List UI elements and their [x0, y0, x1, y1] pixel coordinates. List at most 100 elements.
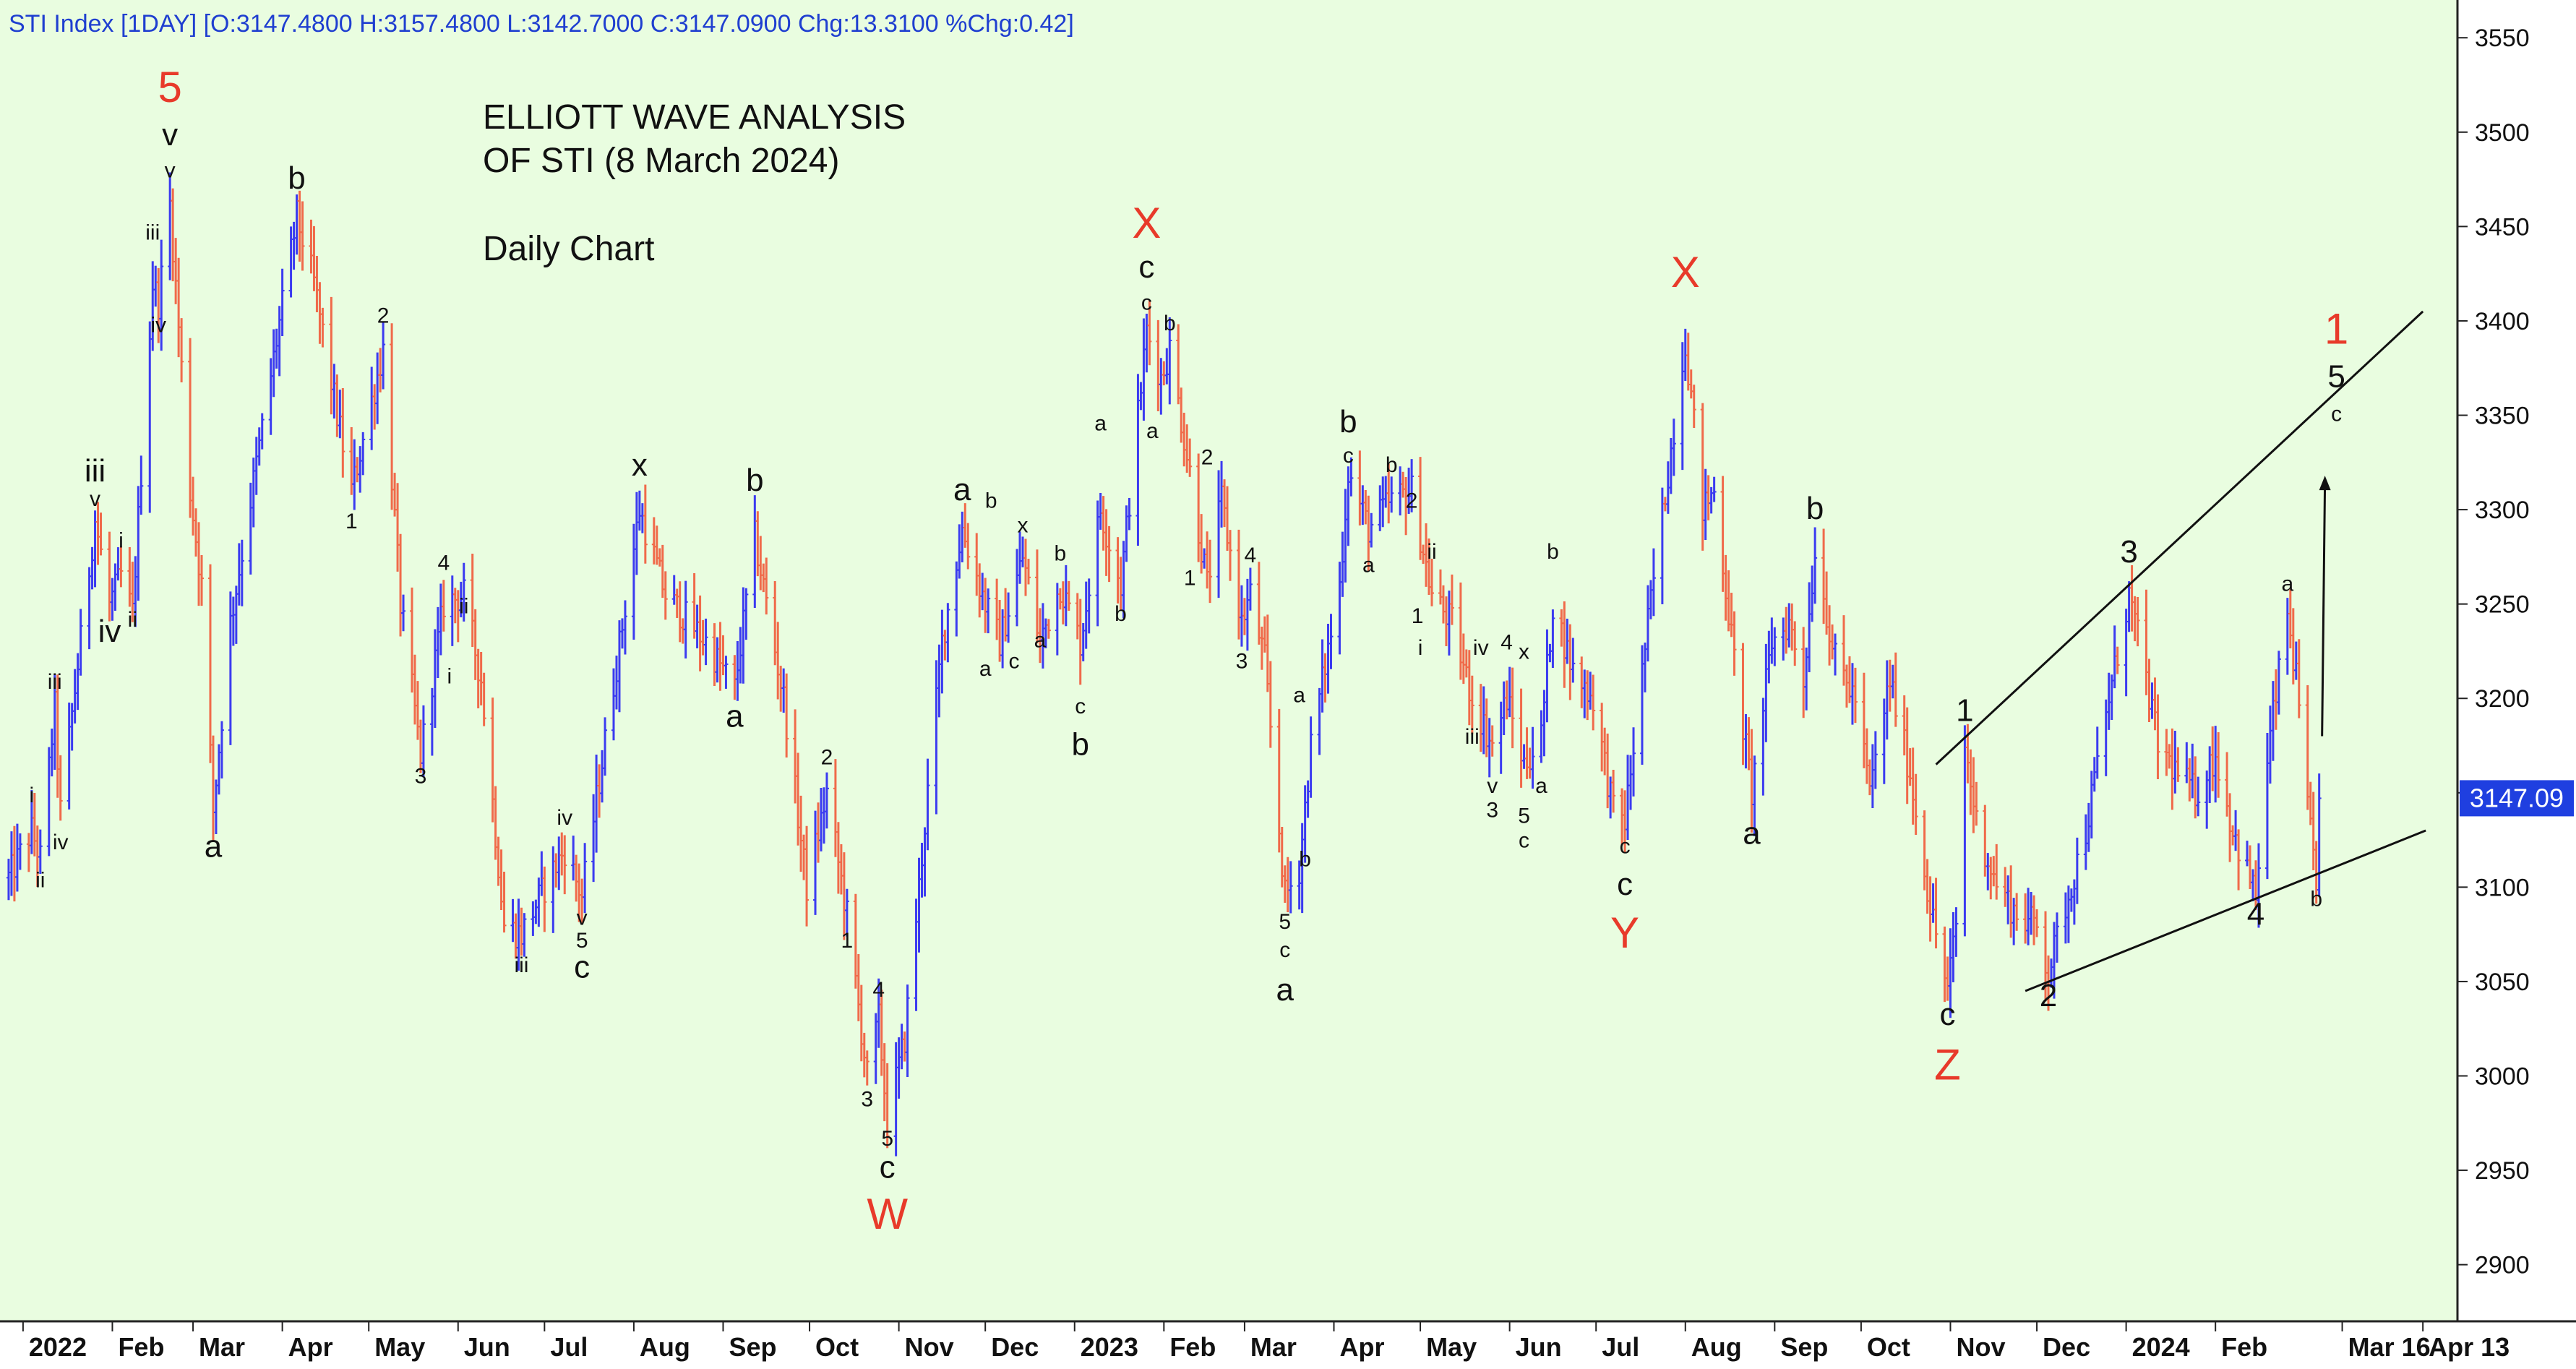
x-tick-label: Feb	[118, 1332, 164, 1362]
ohlc-bar	[844, 888, 849, 937]
ohlc-bar	[824, 772, 829, 829]
wave-label: c	[1138, 249, 1154, 285]
wave-label: 4	[1500, 630, 1513, 654]
ohlc-bar	[1550, 609, 1555, 668]
wave-label: v	[1487, 774, 1498, 798]
triangle-lower-line	[2025, 829, 2426, 992]
ohlc-bar	[744, 588, 749, 640]
wave-label: a	[1034, 629, 1047, 653]
wave-label: a	[1743, 815, 1761, 851]
annotation-title-line2: OF STI (8 March 2024)	[483, 142, 839, 180]
ohlc-bar	[945, 603, 950, 663]
wave-label: c	[1939, 997, 1955, 1032]
x-tick-label: May	[1426, 1332, 1477, 1362]
ohlc-bar	[1893, 652, 1898, 727]
y-tick-label: 3350	[2475, 403, 2530, 430]
ohlc-bar	[724, 656, 729, 689]
wave-label: iv	[557, 806, 572, 830]
wave-label: c	[1343, 444, 1354, 468]
wave-label: 2	[1406, 489, 1418, 512]
ohlc-bar	[622, 600, 627, 655]
trendlines	[1935, 310, 2426, 992]
y-tick-label: 3400	[2475, 308, 2530, 335]
x-tick-label: Jun	[1516, 1332, 1562, 1362]
wave-label: b	[1054, 542, 1066, 566]
wave-label: iii	[48, 670, 62, 694]
ohlc-bar	[2135, 596, 2140, 647]
y-tick-label: 2900	[2475, 1252, 2530, 1279]
wave-label: 3	[415, 765, 427, 789]
ohlc-bar	[2014, 893, 2019, 931]
wave-label: iii	[514, 953, 528, 977]
ohlc-bar	[1833, 633, 1838, 676]
x-tick-label: May	[374, 1332, 425, 1362]
ohlc-bar	[522, 913, 527, 957]
ohlc-bar	[340, 387, 345, 478]
y-tick-label: 3500	[2475, 119, 2530, 147]
ohlc-bar	[1631, 727, 1636, 797]
wave-label: 1	[841, 929, 854, 953]
x-tick-label: Feb	[1169, 1332, 1216, 1362]
wave-label: a	[1146, 419, 1159, 443]
x-tick-label: Feb	[2221, 1332, 2267, 1362]
x-tick-label: Nov	[905, 1332, 954, 1362]
ohlc-bar	[1268, 661, 1273, 748]
projection-arrow	[2319, 476, 2331, 737]
wave-label: iv	[53, 831, 69, 854]
y-tick-label: 3050	[2475, 969, 2530, 996]
wave-label: a	[1535, 774, 1547, 798]
wave-label: b	[985, 489, 997, 512]
ohlc-bar	[905, 984, 910, 1078]
wave-label: 1	[2324, 304, 2348, 353]
wave-label: x	[1519, 640, 1529, 664]
wave-label: 3	[1486, 799, 1498, 823]
ohlc-bar	[2296, 639, 2301, 718]
ohlc-bar	[864, 1050, 870, 1086]
ohlc-bar	[2074, 837, 2079, 904]
wave-label: W	[867, 1190, 908, 1238]
ohlc-bar	[1409, 459, 1414, 512]
wave-label: X	[1132, 199, 1161, 247]
wave-label: c	[1075, 695, 1086, 718]
wave-label: b	[1339, 404, 1357, 439]
x-tick-label: 2022	[29, 1332, 87, 1362]
wave-label: c	[1519, 829, 1529, 853]
y-tick-label: 3100	[2475, 874, 2530, 901]
ohlc-bar	[1712, 476, 1717, 502]
price-axis-background	[2457, 0, 2576, 1321]
ohlc-bar	[58, 755, 63, 821]
wave-label: a	[2281, 572, 2293, 596]
wave-label: iii	[85, 453, 106, 489]
wave-label: ii	[1427, 540, 1436, 564]
ohlc-bar	[1328, 614, 1334, 669]
ohlc-bar	[1288, 861, 1293, 914]
ohlc-bar	[179, 318, 184, 382]
wave-label: 4	[2247, 897, 2264, 932]
ohlc-bar	[239, 539, 244, 606]
ohlc-bar	[1006, 592, 1011, 643]
wave-label: 1	[1956, 693, 1973, 729]
wave-label: a	[953, 472, 971, 507]
ohlc-bar	[1107, 525, 1112, 583]
wave-label: 5	[576, 929, 588, 953]
wave-label: 1	[1184, 567, 1196, 591]
ohlc-bar	[1208, 539, 1213, 604]
y-tick-label: 2950	[2475, 1157, 2530, 1185]
wave-label: a	[1362, 553, 1375, 577]
ohlc-bar	[1469, 675, 1474, 734]
wave-label: i	[119, 528, 124, 552]
ohlc-bar	[986, 588, 991, 634]
wave-label: 2	[1201, 445, 1214, 469]
ohlc-bar	[1530, 726, 1535, 789]
ohlc-bar	[2095, 726, 2100, 779]
wave-label: a	[205, 829, 223, 864]
wave-label: b	[1115, 602, 1127, 626]
ohlc-bar	[1449, 574, 1454, 625]
annotation-title-line1: ELLIOTT WAVE ANALYSIS	[483, 98, 906, 137]
wave-label: c	[1620, 834, 1631, 858]
ohlc-bar	[38, 829, 43, 875]
wave-label: v	[162, 117, 178, 153]
wave-label: c	[2331, 402, 2342, 426]
wave-label: iv	[98, 614, 121, 649]
